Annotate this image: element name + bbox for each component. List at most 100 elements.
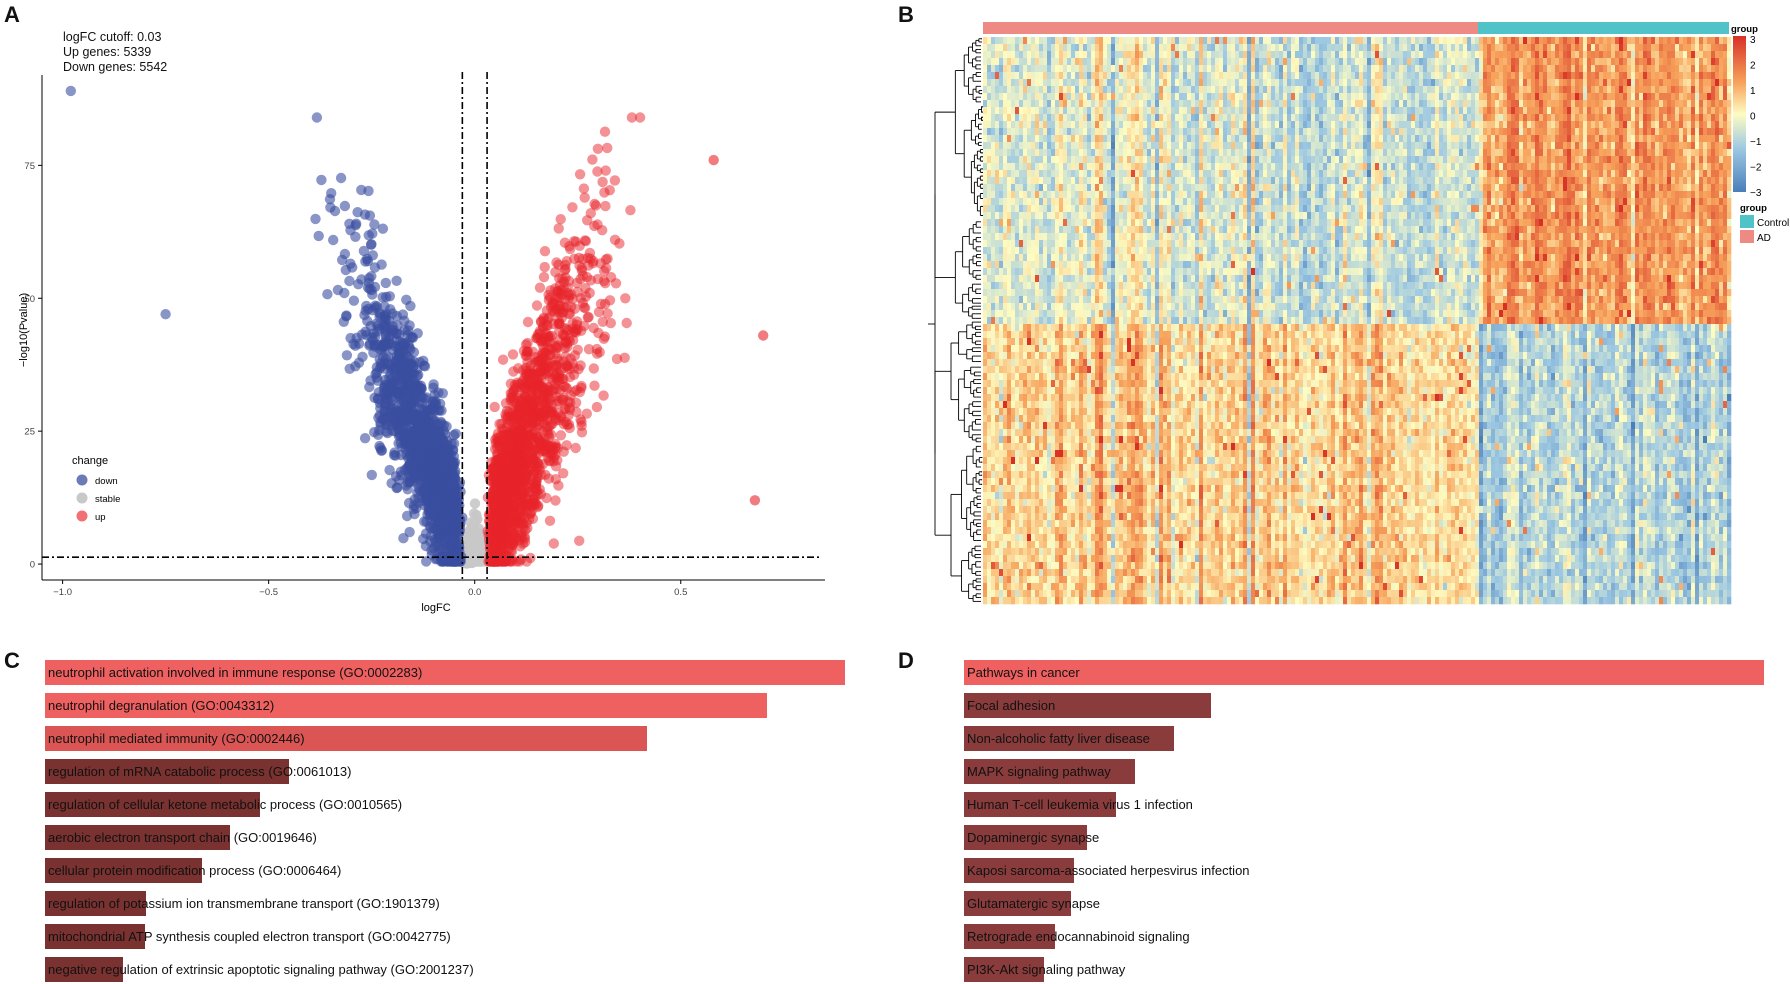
heatmap-cell (999, 198, 1004, 206)
heatmap-cell (995, 499, 1000, 507)
heatmap-cell (1035, 65, 1040, 73)
heatmap-cells (983, 37, 1732, 605)
heatmap-cell (999, 240, 1004, 248)
heatmap-cell (999, 177, 1004, 185)
heatmap-cell (1031, 436, 1036, 444)
heatmap-cell (995, 226, 1000, 234)
heatmap-cell (1031, 324, 1036, 332)
heatmap-cell (995, 492, 1000, 500)
heatmap-cell (1031, 170, 1036, 178)
heatmap-cell (1011, 562, 1016, 570)
heatmap-cell (1031, 422, 1036, 430)
heatmap-cell (1015, 254, 1020, 262)
heatmap-cell (1031, 359, 1036, 367)
heatmap-cell (1015, 352, 1020, 360)
heatmap-cell (1007, 191, 1012, 199)
heatmap-cell (1007, 268, 1012, 276)
heatmap-cell (1023, 233, 1028, 241)
heatmap-cell (1019, 401, 1024, 409)
heatmap-cell (1031, 142, 1036, 150)
heatmap-cell (1019, 506, 1024, 514)
heatmap-cell (987, 303, 992, 311)
heatmap-cell (1019, 191, 1024, 199)
heatmap-cell (1007, 464, 1012, 472)
heatmap-cell (1031, 205, 1036, 213)
heatmap-cell (1011, 555, 1016, 563)
heatmap-cell (999, 191, 1004, 199)
heatmap-cell (999, 184, 1004, 192)
heatmap-cell (991, 576, 996, 584)
heatmap-cell (1003, 79, 1008, 87)
heatmap-cell (983, 331, 988, 339)
heatmap-cell (1031, 555, 1036, 563)
heatmap-cell (991, 44, 996, 52)
heatmap-cell (1015, 373, 1020, 381)
heatmap-cell (1011, 275, 1016, 283)
heatmap-cell (1027, 282, 1032, 290)
heatmap-cell (1023, 555, 1028, 563)
heatmap-cell (987, 471, 992, 479)
heatmap-cell (1027, 380, 1032, 388)
heatmap-cell (1003, 268, 1008, 276)
heatmap-cell (1011, 506, 1016, 514)
heatmap-cell (991, 93, 996, 101)
heatmap-cell (995, 86, 1000, 94)
heatmap-cell (983, 464, 988, 472)
heatmap-cell (1027, 429, 1032, 437)
panel-label-a: A (4, 2, 20, 27)
heatmap-cell (1015, 275, 1020, 283)
heatmap-cell (1007, 443, 1012, 451)
heatmap-cell (987, 366, 992, 374)
heatmap-cell (1023, 170, 1028, 178)
heatmap-cell (1003, 163, 1008, 171)
heatmap-cell (1015, 310, 1020, 318)
heatmap-cell (1027, 597, 1032, 605)
heatmap-cell (983, 380, 988, 388)
heatmap-cell (987, 142, 992, 150)
heatmap-cell (1019, 471, 1024, 479)
heatmap-cell (991, 520, 996, 528)
heatmap-cell (1019, 226, 1024, 234)
heatmap-cell (999, 590, 1004, 598)
heatmap-cell (1003, 100, 1008, 108)
heatmap-cell (999, 373, 1004, 381)
heatmap-cell (1023, 338, 1028, 346)
heatmap-cell (1003, 44, 1008, 52)
heatmap-cell (1023, 450, 1028, 458)
heatmap-cell (1027, 107, 1032, 115)
heatmap-cell (991, 163, 996, 171)
heatmap-cell (999, 380, 1004, 388)
heatmap-cell (983, 478, 988, 486)
heatmap-cell (1015, 429, 1020, 437)
heatmap-cell (1015, 443, 1020, 451)
heatmap-cell (1011, 457, 1016, 465)
heatmap-cell (1007, 583, 1012, 591)
heatmap-cell (987, 149, 992, 157)
heatmap-cell (1031, 100, 1036, 108)
heatmap-cell (991, 373, 996, 381)
heatmap-cell (1003, 331, 1008, 339)
heatmap-cell (1023, 240, 1028, 248)
heatmap-cell (1003, 457, 1008, 465)
heatmap-cell (987, 583, 992, 591)
heatmap-cell (999, 128, 1004, 136)
heatmap-cell (1027, 520, 1032, 528)
heatmap-cell (1003, 324, 1008, 332)
heatmap-cell (991, 394, 996, 402)
heatmap-cell (1011, 142, 1016, 150)
heatmap-cell (1031, 289, 1036, 297)
heatmap-cell (1007, 415, 1012, 423)
heatmap-cell (987, 121, 992, 129)
heatmap-cell (999, 436, 1004, 444)
heatmap-cell (999, 583, 1004, 591)
heatmap-cell (1015, 247, 1020, 255)
heatmap-cell (1007, 576, 1012, 584)
heatmap-cell (1023, 499, 1028, 507)
heatmap-cell (991, 331, 996, 339)
heatmap-cell (983, 555, 988, 563)
heatmap-cell (999, 492, 1004, 500)
heatmap-cell (995, 233, 1000, 241)
heatmap-cell (983, 352, 988, 360)
heatmap-cell (999, 541, 1004, 549)
heatmap-cell (1027, 254, 1032, 262)
